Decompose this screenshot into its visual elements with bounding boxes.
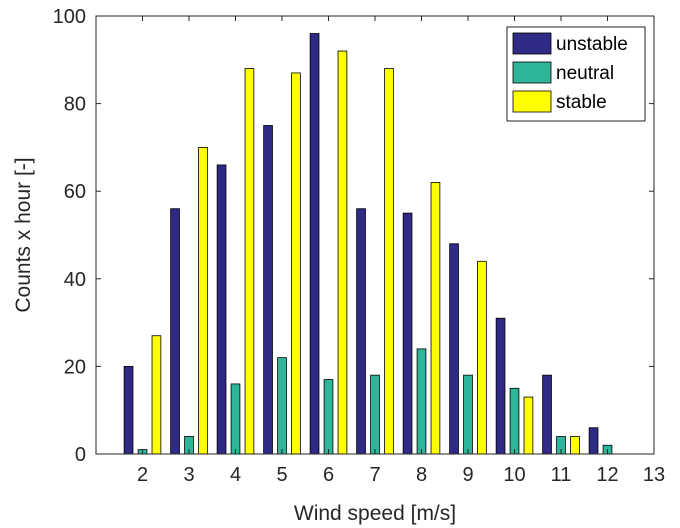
- bar-unstable-4: [216, 164, 227, 455]
- bar-unstable-6: [309, 33, 320, 455]
- legend-label-stable: stable: [556, 92, 607, 113]
- legend-label-unstable: unstable: [556, 34, 628, 55]
- bar-unstable-7: [356, 208, 366, 455]
- bar-neutral-4: [230, 383, 241, 455]
- bar-neutral-7: [370, 374, 380, 455]
- bar-neutral-9: [463, 374, 473, 455]
- bar-neutral-10: [509, 387, 520, 455]
- bar-unstable-5: [263, 125, 273, 455]
- ticks-group: 2 3 4 5 6 7 8 9 10 11 12 13 0 20 40 60 80 100: [53, 6, 666, 486]
- x-tick-label: 10: [503, 464, 525, 486]
- bar-stable-5: [291, 72, 301, 455]
- y-tick-label: 20: [64, 356, 86, 378]
- x-tick-label: 8: [416, 464, 427, 486]
- x-tick-label: 13: [643, 464, 665, 486]
- y-tick-label: 100: [53, 6, 86, 28]
- legend: unstable neutral stable: [506, 26, 646, 122]
- bar-unstable-11: [542, 374, 552, 455]
- bar-neutral-8: [416, 348, 427, 455]
- bar-stable-4: [244, 68, 255, 455]
- bar-unstable-12: [588, 427, 599, 455]
- bar-stable-11: [570, 436, 580, 455]
- x-tick-label: 3: [183, 464, 194, 486]
- bar-unstable-2: [123, 365, 134, 455]
- x-tick-label: 5: [276, 464, 287, 486]
- legend-swatch-neutral: [512, 61, 552, 84]
- x-tick-label: 9: [462, 464, 473, 486]
- bar-stable-2: [151, 335, 162, 455]
- x-tick-label: 2: [137, 464, 148, 486]
- y-axis-label: Counts x hour [-]: [12, 157, 35, 312]
- bar-stable-6: [337, 50, 348, 455]
- bar-neutral-6: [323, 379, 334, 455]
- bar-unstable-10: [495, 317, 506, 455]
- y-tick-label: 80: [64, 94, 86, 116]
- x-tick-label: 11: [551, 464, 572, 486]
- x-tick-label: 6: [323, 464, 334, 486]
- legend-swatch-stable: [512, 90, 552, 113]
- bar-stable-7: [384, 68, 394, 455]
- x-tick-label: 4: [230, 464, 241, 486]
- bar-unstable-3: [170, 208, 180, 455]
- bar-neutral-5: [277, 357, 287, 455]
- x-tick-label: 12: [596, 464, 618, 486]
- legend-swatch-unstable: [512, 32, 552, 55]
- y-tick-label: 60: [64, 181, 86, 203]
- x-tick-label: 7: [369, 464, 380, 486]
- bars-group: [123, 33, 613, 455]
- y-tick-label: 40: [64, 269, 86, 291]
- bar-stable-8: [430, 182, 441, 455]
- legend-label-neutral: neutral: [556, 63, 614, 84]
- bar-unstable-9: [449, 243, 459, 455]
- bar-stable-9: [477, 260, 487, 455]
- y-tick-label: 0: [75, 444, 86, 466]
- bar-unstable-8: [402, 212, 413, 455]
- x-axis-label: Wind speed [m/s]: [294, 502, 456, 525]
- bar-stable-3: [198, 146, 208, 455]
- bar-stable-10: [523, 396, 534, 455]
